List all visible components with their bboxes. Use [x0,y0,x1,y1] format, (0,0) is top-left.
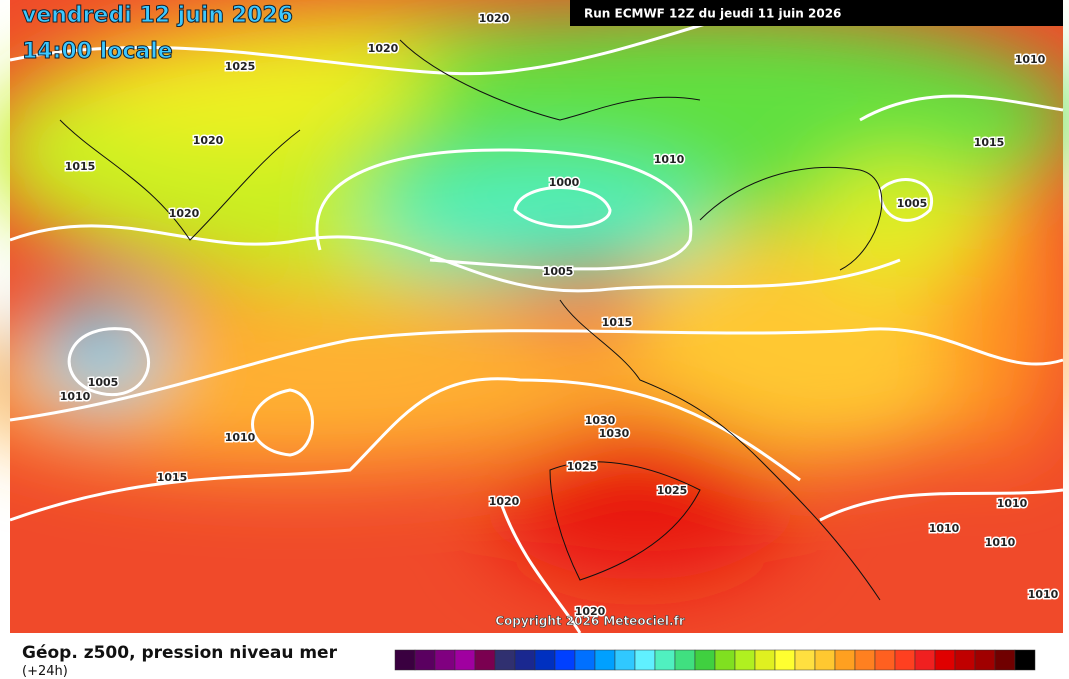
isobar-label: 1010 [929,522,960,535]
color-swatch [674,649,696,671]
isobar-label: 1015 [602,316,633,329]
color-swatch [594,649,616,671]
isobar-label: 1030 [599,427,630,440]
color-swatch [714,649,736,671]
copyright: Copyright 2026 Meteociel.fr [495,614,685,628]
color-swatch [794,649,816,671]
color-swatch [954,649,976,671]
isobar-label: 1020 [479,12,510,25]
color-swatch [774,649,796,671]
isobar-label: 1010 [1028,588,1059,601]
color-swatch [634,649,656,671]
color-swatch [754,649,776,671]
color-swatch [394,649,416,671]
color-swatch [854,649,876,671]
color-swatch [574,649,596,671]
isobar-label: 1020 [193,134,224,147]
color-swatch [974,649,996,671]
color-swatch [554,649,576,671]
color-swatch [734,649,756,671]
color-swatch [654,649,676,671]
isobar-label: 1005 [543,265,574,278]
isobar-label: 1005 [88,376,119,389]
isobar-label: 1015 [974,136,1005,149]
color-swatch [414,649,436,671]
isobar-label: 1010 [654,153,685,166]
coastlines [59,39,883,601]
color-swatch [994,649,1016,671]
isobar-label: 1030 [585,414,616,427]
color-swatch [1014,649,1036,671]
isobar-label: 1020 [368,42,399,55]
field [0,10,1069,580]
color-swatch [934,649,956,671]
isobars [9,18,1064,633]
isobar-label: 1015 [157,471,188,484]
map: Run ECMWF 12Z du jeudi 11 juin 2026 vend… [0,0,1069,633]
color-swatch [694,649,716,671]
isobar-label: 1025 [225,60,256,73]
color-swatch [874,649,896,671]
run-box [570,0,1063,26]
color-swatch [514,649,536,671]
color-swatch [474,649,496,671]
color-swatch [914,649,936,671]
color-swatch [454,649,476,671]
color-scale [394,649,1036,671]
color-swatch [494,649,516,671]
color-swatch [534,649,556,671]
color-swatch [814,649,836,671]
color-swatch [834,649,856,671]
isobar-label: 1010 [997,497,1028,510]
color-swatch [894,649,916,671]
isobar-label: 1010 [60,390,91,403]
isobar-label: 1010 [985,536,1016,549]
run-label: Run ECMWF 12Z du jeudi 11 juin 2026 [584,7,841,21]
isobar-label: 1025 [567,460,598,473]
color-swatch [434,649,456,671]
isobar-label: 1005 [897,197,928,210]
caption: Géop. z500, pression niveau mer [22,643,337,663]
date-label: vendredi 12 juin 2026 [22,3,293,28]
color-swatch [614,649,636,671]
isobar-label: 1020 [169,207,200,220]
isobar-label: 1000 [549,176,580,189]
isobar-label: 1020 [575,605,606,618]
isobar-label: 1020 [489,495,520,508]
isobar-label: 1010 [225,431,256,444]
time-label: 14:00 locale [22,39,173,64]
isobar-label: 1015 [65,160,96,173]
isobar-label: 1010 [1015,53,1046,66]
isobar-label: 1025 [657,484,688,497]
